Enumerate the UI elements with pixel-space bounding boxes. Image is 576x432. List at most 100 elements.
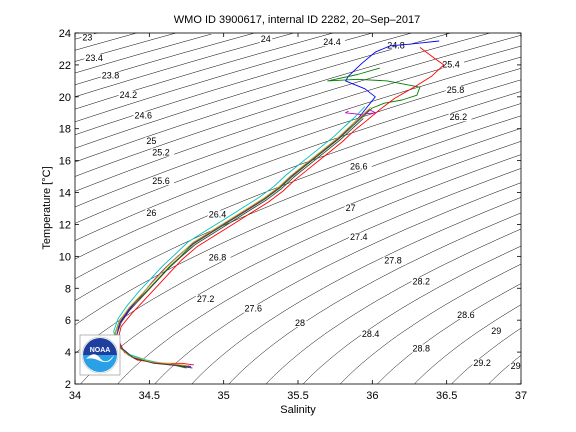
contour-label: 23.8 [102, 71, 120, 81]
contour-label: 25.4 [442, 60, 460, 70]
x-tick-label: 35 [218, 390, 230, 402]
contour-label-background [456, 311, 479, 319]
contour-label-background [360, 330, 384, 339]
x-tick-label: 36.5 [436, 390, 457, 402]
contour-label-background [140, 33, 164, 35]
contour-label: 22.4 [142, 25, 160, 35]
noaa-logo-icon: NOAA [79, 334, 121, 376]
x-axis-label: Salinity [280, 404, 316, 416]
contour-label: 24.2 [120, 90, 138, 100]
contour-label-background [151, 148, 175, 157]
y-axis-label: Temperature [°C] [41, 166, 53, 249]
contour-label-background [294, 319, 307, 327]
contour-label-background [322, 38, 346, 47]
density-contour-line [376, 283, 521, 384]
contour-label-background [445, 86, 469, 94]
contour-label-background [100, 71, 124, 80]
contour-label: 24.6 [135, 111, 153, 121]
y-tick-label: 8 [65, 283, 71, 295]
contour-label-background [145, 137, 158, 146]
contour-label: 29 [491, 326, 501, 336]
contour-label-background [145, 208, 158, 217]
density-contour-line [75, 33, 413, 136]
contour-label-background [81, 33, 94, 42]
contour-label-background [383, 256, 406, 265]
contour-label: 29.2 [473, 358, 491, 368]
density-contour-line [228, 212, 521, 384]
y-tick-label: 22 [59, 60, 71, 72]
density-contour-line [75, 91, 521, 260]
contour-label-background [441, 60, 464, 69]
contour-label: 26 [146, 208, 156, 218]
density-contour-labels: 22.423.02323.423.82424.424.824.224.62525… [81, 25, 529, 371]
contour-label-background [349, 162, 372, 171]
contour-label: 24 [261, 34, 271, 44]
density-contour-line [75, 56, 521, 208]
contour-label: 25 [146, 136, 156, 146]
y-tick-label: 16 [59, 156, 71, 168]
y-tick-label: 24 [59, 28, 71, 40]
contour-label: 23.4 [85, 53, 103, 63]
density-contour-line [117, 168, 521, 384]
density-contour-line [75, 33, 295, 98]
contour-label: 23 [82, 32, 92, 42]
y-tick-label: 14 [59, 188, 71, 200]
density-contour-line [191, 197, 521, 384]
density-contour-line [80, 154, 521, 384]
contour-label: 27 [346, 203, 356, 213]
logo-text: NOAA [90, 347, 111, 354]
contour-label-background [210, 33, 234, 35]
contour-label-background [195, 295, 219, 303]
contour-label-background [448, 113, 472, 122]
contour-label: 28.2 [413, 277, 431, 287]
density-contour-line [414, 304, 521, 384]
contour-label: 25.8 [447, 85, 465, 95]
contour-label-background [151, 177, 175, 185]
contour-label: 23.0 [212, 25, 230, 35]
x-tick-label: 36 [366, 390, 378, 402]
x-axis-ticks: 34 34.5 35 35.5 36 36.5 37 [69, 33, 527, 402]
y-tick-label: 6 [65, 315, 71, 327]
density-contour-line [75, 33, 491, 163]
y-tick-label: 18 [59, 124, 71, 136]
contour-label-background [84, 54, 108, 63]
density-contours [75, 33, 521, 384]
density-contour-line [75, 34, 521, 177]
y-tick-label: 12 [59, 219, 71, 231]
contour-label: 25.2 [152, 147, 170, 157]
density-contour-line [75, 115, 521, 301]
contour-label: 24.4 [323, 37, 341, 47]
chart-title: WMO ID 3900617, internal ID 2282, 20–Sep… [174, 14, 420, 26]
contour-label: 27.2 [197, 294, 215, 304]
density-contour-line [75, 33, 452, 149]
contour-label: 27.8 [384, 256, 402, 266]
contour-label-background [349, 232, 372, 241]
x-tick-label: 37 [515, 390, 527, 402]
density-contour-line [339, 263, 521, 384]
contour-label: 28.8 [413, 344, 431, 354]
density-contour-line [265, 228, 521, 384]
contour-label-background [411, 277, 435, 286]
density-contour-line [75, 33, 374, 123]
contour-label-background [207, 210, 231, 219]
contour-label-background [490, 326, 503, 335]
density-contour-line [75, 128, 521, 326]
y-tick-label: 2 [65, 379, 71, 391]
contour-label-background [509, 362, 521, 370]
contour-label-background [243, 304, 267, 313]
density-contour-line [75, 33, 334, 110]
contour-label-background [133, 111, 157, 120]
contour-label: 27.4 [350, 232, 368, 242]
y-tick-label: 10 [59, 251, 71, 263]
contour-label: 26.2 [450, 112, 468, 122]
density-contour-line [75, 68, 521, 224]
contour-label-background [259, 35, 273, 43]
contour-label: 26.4 [209, 210, 227, 220]
contour-label-background [344, 204, 357, 213]
contour-label-background [207, 253, 231, 262]
contour-label: 28 [295, 318, 305, 328]
density-contour-line [75, 45, 521, 192]
contour-label: 29.4 [511, 361, 529, 371]
